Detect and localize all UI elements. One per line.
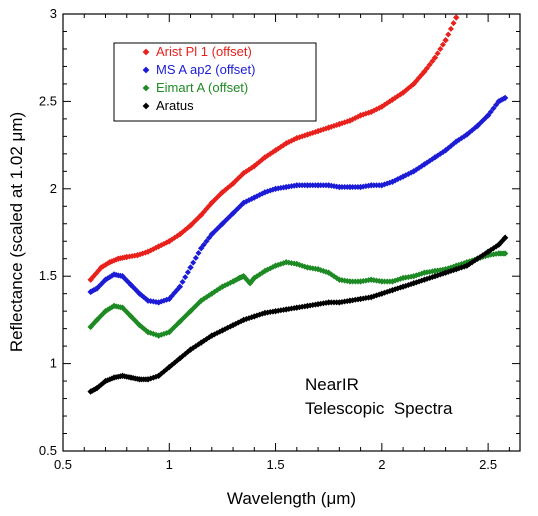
data-point-interp <box>192 254 199 261</box>
data-point <box>431 54 439 61</box>
legend-entry-label: Arist Pl 1 (offset) <box>156 44 252 59</box>
data-point <box>282 183 290 191</box>
legend-entry-label: MS A ap2 (offset) <box>156 62 255 77</box>
series-layer <box>87 14 509 395</box>
data-point <box>144 297 152 304</box>
y-tick-label: 3 <box>50 6 57 21</box>
data-point <box>484 248 492 255</box>
data-point <box>357 183 364 191</box>
data-point-interp <box>190 259 197 266</box>
data-point <box>144 328 152 336</box>
data-point <box>501 94 509 102</box>
data-point-interp <box>426 61 433 68</box>
y-tick-label: 2.5 <box>39 93 57 108</box>
legend-marker <box>142 102 150 110</box>
legend-entry-label: Aratus <box>156 98 194 113</box>
data-point-interp <box>437 45 444 52</box>
data-point-interp <box>490 105 497 112</box>
data-point-interp <box>471 125 478 132</box>
data-point <box>93 285 101 292</box>
y-tick-label: 1 <box>50 356 57 371</box>
y-axis-ticks: 0.5 1 1.5 2 2.5 3 <box>39 6 520 458</box>
x-tick-label: 2 <box>378 457 385 472</box>
data-point <box>314 127 322 135</box>
annotation-line-1: NearIR <box>305 375 359 394</box>
y-tick-label: 0.5 <box>39 443 57 458</box>
data-point <box>144 248 152 255</box>
x-tick-label: 1 <box>166 457 173 472</box>
series-1 <box>87 94 509 306</box>
data-point <box>187 264 194 271</box>
data-point <box>501 250 509 257</box>
y-axis-label: Reflectance (scaled at 1.02 μm) <box>7 112 26 352</box>
data-point <box>187 222 194 229</box>
data-point-interp <box>182 274 189 281</box>
legend-marker <box>142 66 150 74</box>
data-point-interp <box>487 108 494 115</box>
data-point <box>453 14 460 21</box>
x-axis-label: Wavelength (μm) <box>227 489 356 508</box>
legend-entry-label: Eimart A (offset) <box>156 80 248 95</box>
legend-marker <box>142 48 150 56</box>
data-point <box>144 376 152 383</box>
data-point-interp <box>447 25 454 32</box>
x-tick-label: 0.5 <box>54 457 72 472</box>
data-point-interp <box>200 241 207 248</box>
annotation-line-2: Telescopic Spectra <box>305 399 453 418</box>
data-point <box>474 255 481 262</box>
data-point-interp <box>434 50 441 57</box>
data-point <box>501 234 509 241</box>
data-point-interp <box>450 20 457 27</box>
data-point <box>229 210 237 217</box>
data-point <box>357 112 364 119</box>
data-point <box>229 180 237 187</box>
data-point <box>399 89 407 96</box>
y-tick-label: 2 <box>50 181 57 196</box>
data-point <box>453 138 460 145</box>
x-axis-ticks: 0.5 1 1.5 2 2.5 <box>54 14 510 472</box>
x-tick-label: 1.5 <box>267 457 285 472</box>
data-point-interp <box>184 269 191 276</box>
data-point <box>442 37 449 44</box>
data-point-interp <box>439 41 446 48</box>
data-point <box>229 321 237 329</box>
data-point <box>176 283 184 290</box>
y-tick-label: 1.5 <box>39 268 57 283</box>
data-point <box>484 112 492 119</box>
data-point-interp <box>424 65 431 72</box>
x-tick-label: 2.5 <box>479 457 497 472</box>
data-point-interp <box>445 31 452 38</box>
data-point-interp <box>203 238 210 245</box>
data-point <box>187 307 194 315</box>
legend-marker <box>142 84 150 92</box>
series-0 <box>87 14 460 283</box>
data-point-interp <box>179 278 186 285</box>
data-point <box>431 154 439 161</box>
legend: Arist Pl 1 (offset) MS A ap2 (offset) Eima… <box>113 42 317 122</box>
data-point-interp <box>195 250 202 257</box>
data-point <box>187 346 194 353</box>
legend-box <box>113 42 317 122</box>
series-3 <box>87 234 509 395</box>
series-2 <box>87 250 509 339</box>
